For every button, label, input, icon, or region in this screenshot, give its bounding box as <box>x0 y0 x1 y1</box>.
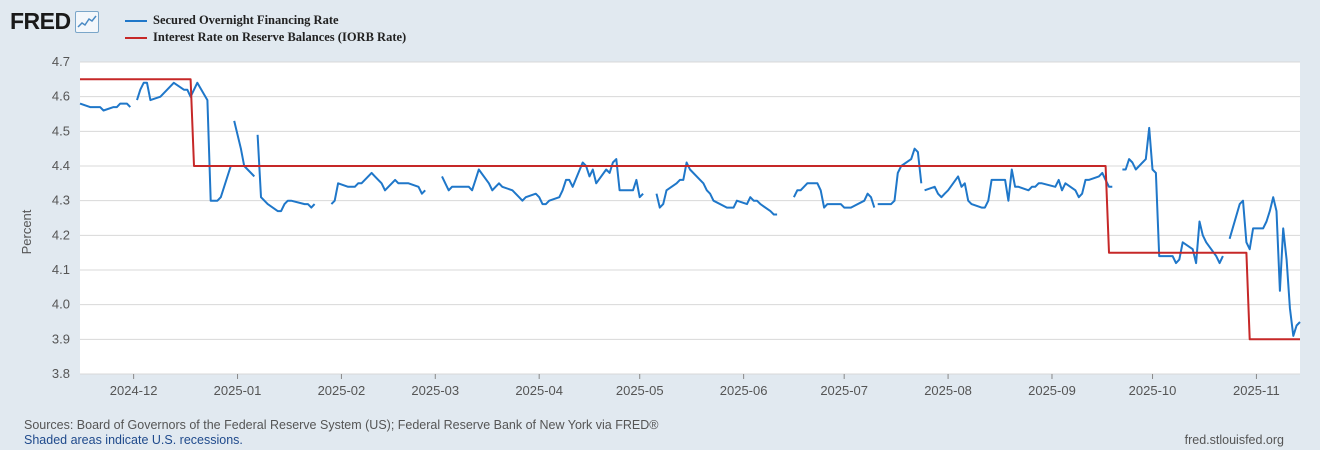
x-axis: 2024-12 2025-01 2025-02 2025-03 2025-04 2025-… <box>110 374 1280 398</box>
footer-sources: Sources: Board of Governors of the Feder… <box>24 418 658 448</box>
x-tick-label: 2025-02 <box>318 383 366 398</box>
x-tick-label: 2025-09 <box>1028 383 1076 398</box>
legend-item-iorb[interactable]: Interest Rate on Reserve Balances (IORB … <box>125 29 406 46</box>
sofr-series-line <box>1122 126 1224 265</box>
series-layer <box>79 78 1301 341</box>
sofr-series-line <box>136 81 232 202</box>
x-tick-label: 2025-04 <box>515 383 563 398</box>
sofr-series-line <box>655 161 778 216</box>
sofr-series-line <box>79 102 132 112</box>
fred-logo-text: FRED <box>10 8 71 34</box>
x-tick-label: 2025-07 <box>820 383 868 398</box>
x-tick-label: 2025-10 <box>1129 383 1177 398</box>
sofr-series-line <box>793 182 876 209</box>
recessions-note[interactable]: Shaded areas indicate U.S. recessions. <box>24 433 243 447</box>
y-tick-label: 3.8 <box>52 366 70 381</box>
legend-item-sofr[interactable]: Secured Overnight Financing Rate <box>125 12 406 29</box>
x-tick-label: 2025-08 <box>924 383 972 398</box>
y-tick-label: 4.2 <box>52 227 70 242</box>
x-tick-label: 2025-03 <box>411 383 459 398</box>
sofr-series-line <box>233 120 256 178</box>
x-tick-label: 2025-11 <box>1233 383 1280 398</box>
y-axis-label: Percent <box>18 209 34 255</box>
chart-header: FRED Secured Overnight Financing Rate In… <box>10 8 1310 48</box>
legend-swatch-sofr <box>125 19 147 22</box>
x-tick-label: 2025-06 <box>720 383 768 398</box>
legend-label-iorb: Interest Rate on Reserve Balances (IORB … <box>153 30 407 44</box>
fred-logo[interactable]: FRED <box>10 8 99 35</box>
x-tick-label: 2025-01 <box>214 383 262 398</box>
plot-area <box>80 62 1300 374</box>
chart-line-icon <box>74 10 99 33</box>
x-tick-label: 2025-05 <box>616 383 664 398</box>
y-tick-label: 4.3 <box>52 193 70 208</box>
legend: Secured Overnight Financing Rate Interes… <box>125 12 406 46</box>
x-tick-label: 2024-12 <box>110 383 158 398</box>
sofr-series-line <box>256 134 316 213</box>
sofr-series-line <box>877 147 923 206</box>
sofr-series-line <box>330 171 426 205</box>
legend-swatch-iorb <box>125 36 147 39</box>
y-tick-label: 4.0 <box>52 297 70 312</box>
y-tick-label: 4.7 <box>52 54 70 69</box>
site-url[interactable]: fred.stlouisfed.org <box>1184 433 1284 447</box>
y-tick-label: 4.4 <box>52 158 70 173</box>
sofr-series-line <box>1228 196 1301 337</box>
y-tick-label: 4.5 <box>52 123 70 138</box>
legend-label-sofr: Secured Overnight Financing Rate <box>153 13 339 27</box>
y-tick-label: 4.6 <box>52 89 70 104</box>
y-tick-label: 4.1 <box>52 262 70 277</box>
y-tick-label: 3.9 <box>52 331 70 346</box>
iorb-series-line <box>80 78 1300 341</box>
y-axis: 3.8 3.9 4.0 4.1 4.2 4.3 4.4 4.5 4.6 4.7 <box>52 54 70 381</box>
sofr-series-line <box>924 168 1113 209</box>
sources-text: Sources: Board of Governors of the Feder… <box>24 418 659 432</box>
